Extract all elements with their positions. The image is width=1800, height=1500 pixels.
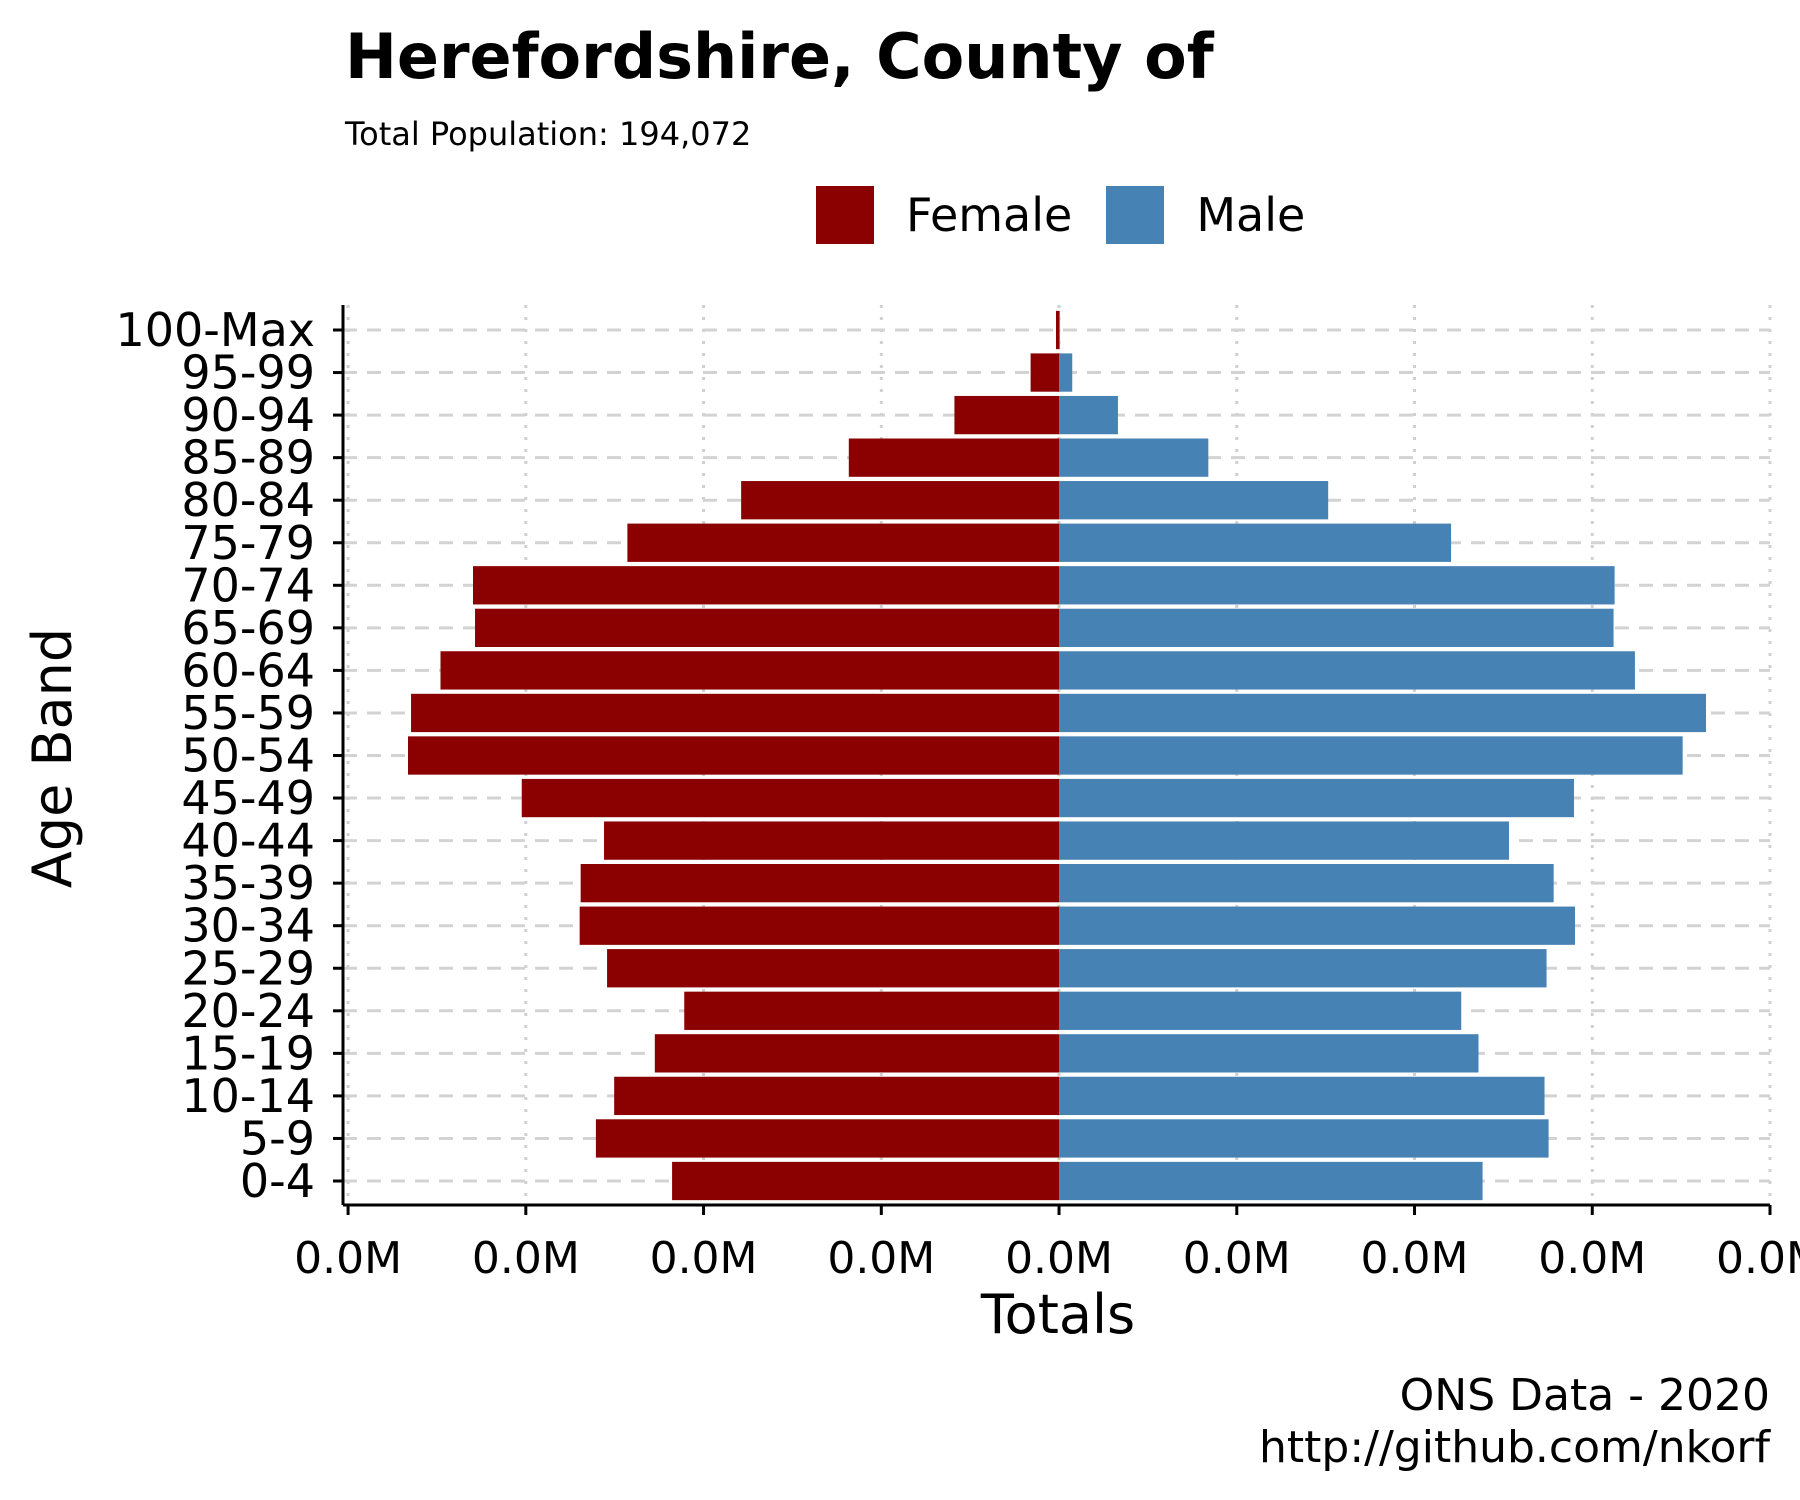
bar-male-85-89 [1059,438,1209,477]
bar-male-5-9 [1059,1119,1549,1158]
y-tick-label: 25-29 [181,941,315,995]
bar-male-20-24 [1059,991,1462,1030]
bar-female-55-59 [411,693,1060,733]
bar-male-80-84 [1059,481,1329,520]
y-tick-label: 50-54 [181,729,315,783]
bar-male-30-34 [1059,906,1575,945]
bar-female-85-89 [848,438,1060,477]
y-tick-label: 85-89 [181,431,315,485]
bar-male-35-39 [1059,864,1554,903]
x-tick-label: 0.0M [1361,1233,1469,1284]
y-tick-labels: 0-45-910-1415-1920-2425-2930-3435-3940-4… [116,303,316,1208]
bar-female-100-Max [1055,310,1060,350]
bar-male-75-79 [1059,523,1452,562]
bar-female-25-29 [607,949,1060,988]
x-tick-label: 0.0M [827,1233,935,1284]
bar-female-80-84 [741,481,1060,520]
bars [408,310,1707,1201]
caption-url: http://github.com/nkorf [1259,1422,1770,1473]
bar-female-95-99 [1030,353,1060,392]
bar-female-45-49 [521,778,1060,818]
bar-female-50-54 [408,736,1060,775]
y-tick-label: 95-99 [181,346,315,400]
bar-female-70-74 [473,566,1060,605]
y-tick-label: 30-34 [181,899,315,953]
y-tick-label: 0-4 [240,1154,315,1208]
legend: Female Male [816,184,1339,246]
legend-item-female: Female [816,186,1072,244]
caption-source: ONS Data - 2020 [1399,1370,1770,1421]
bar-male-25-29 [1059,949,1547,988]
axes [333,305,1772,1215]
x-axis-label: Totals [980,1283,1135,1346]
y-tick-label: 80-84 [181,473,315,527]
y-tick-label: 60-64 [181,643,315,697]
legend-item-male: Male [1106,186,1305,244]
x-tick-label: 0.0M [1183,1233,1291,1284]
x-tick-label: 0.0M [650,1233,758,1284]
y-axis-label: Age Band [21,628,84,888]
bar-female-75-79 [627,523,1060,562]
y-tick-label: 90-94 [181,388,315,442]
y-tick-label: 70-74 [181,558,315,612]
bar-female-0-4 [672,1161,1060,1201]
bar-male-70-74 [1059,566,1615,605]
y-tick-label: 55-59 [181,686,315,740]
bar-male-0-4 [1059,1161,1483,1201]
legend-swatch-male [1106,186,1165,244]
bar-male-60-64 [1059,651,1635,690]
legend-swatch-female [816,186,874,244]
y-tick-label: 100-Max [116,303,316,357]
y-tick-label: 45-49 [181,771,315,825]
bar-female-15-19 [654,1034,1060,1073]
y-tick-label: 35-39 [181,856,315,910]
y-tick-label: 15-19 [181,1026,315,1080]
bar-female-10-14 [614,1076,1060,1116]
x-tick-label: 0.0M [294,1233,402,1284]
bar-female-5-9 [595,1119,1060,1158]
bar-female-90-94 [954,395,1060,435]
bar-male-40-44 [1059,821,1509,860]
y-tick-label: 20-24 [181,984,315,1038]
x-tick-label: 0.0M [1538,1233,1646,1284]
bar-male-10-14 [1059,1076,1545,1116]
y-tick-label: 40-44 [181,814,315,868]
x-tick-label: 0.0M [1716,1233,1800,1284]
bar-male-45-49 [1059,778,1574,818]
y-tick-label: 10-14 [181,1069,315,1123]
bar-male-100-Max [1059,310,1061,350]
y-tick-label: 65-69 [181,601,315,655]
chart-title: Herefordshire, County of [345,20,1214,93]
bar-female-40-44 [604,821,1060,860]
bar-male-50-54 [1059,736,1683,775]
x-tick-labels: 0.0M 0.0M 0.0M 0.0M 0.0M 0.0M 0.0M 0.0M 0.0M [294,1233,1800,1284]
x-tick-label: 0.0M [472,1233,580,1284]
bar-male-15-19 [1059,1034,1479,1073]
bar-male-55-59 [1059,693,1707,733]
bar-female-35-39 [580,864,1060,903]
bar-male-90-94 [1059,395,1118,435]
bar-male-65-69 [1059,608,1614,647]
chart-subtitle: Total Population: 194,072 [345,115,752,153]
y-tick-label: 5-9 [240,1111,315,1165]
x-tick-label: 0.0M [1005,1233,1113,1284]
legend-label-female: Female [906,188,1073,242]
y-tick-label: 75-79 [181,516,315,570]
bar-female-30-34 [579,906,1060,945]
bar-female-20-24 [684,991,1060,1030]
caption: ONS Data - 2020 http://github.com/nkorf [1259,1370,1770,1474]
bar-female-65-69 [475,608,1060,647]
legend-label-male: Male [1196,188,1306,242]
bar-male-95-99 [1059,353,1073,392]
bar-female-60-64 [440,651,1060,690]
